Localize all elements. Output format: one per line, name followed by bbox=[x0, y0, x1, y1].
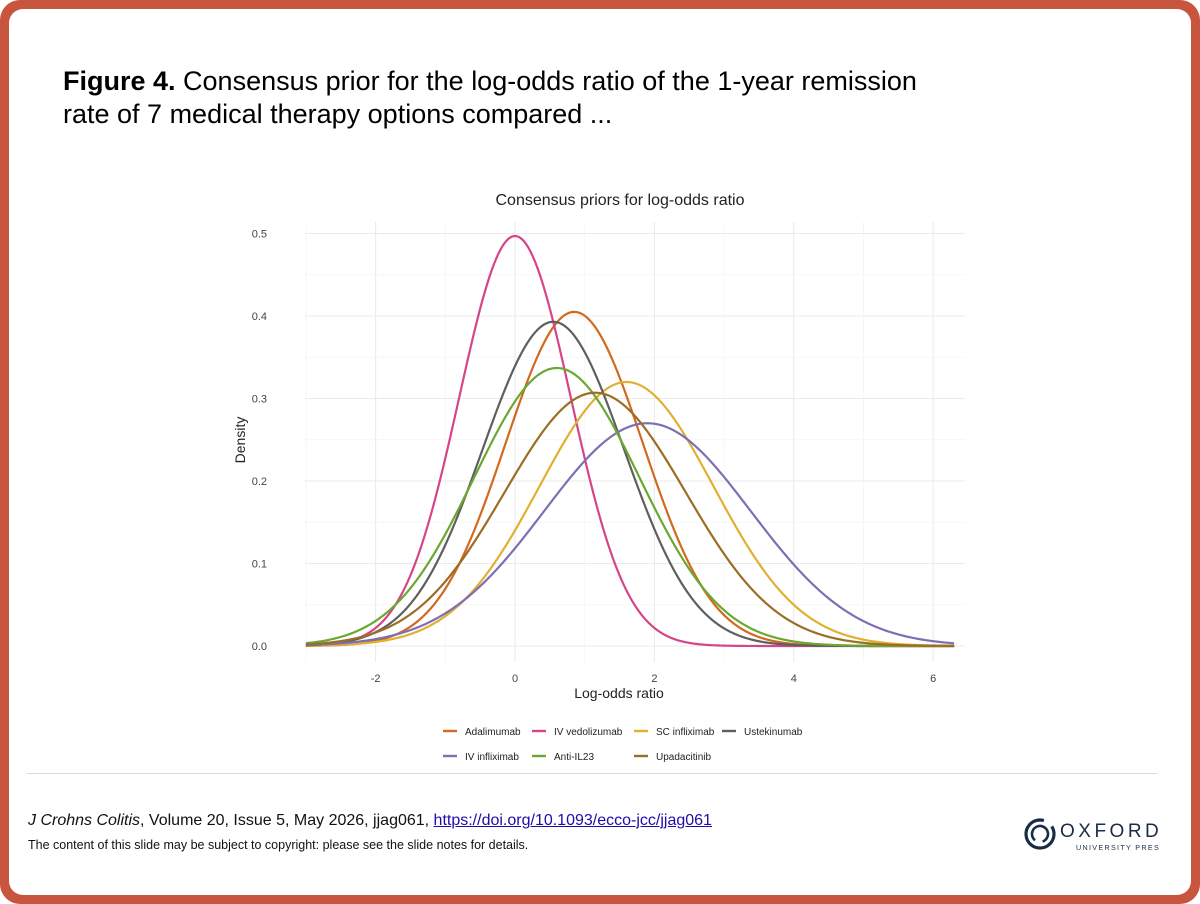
density-chart: Consensus priors for log-odds ratio 0.00… bbox=[232, 192, 965, 763]
x-tick-label: 4 bbox=[791, 673, 797, 685]
chart-legend: Adalimumab IV vedolizumab SC infliximab Ust… bbox=[443, 727, 803, 763]
figure-caption: Figure 4. Consensus prior for the log-od… bbox=[63, 65, 963, 131]
density-curve-iv-infliximab bbox=[305, 422, 955, 647]
density-curve-anti-il23 bbox=[305, 366, 955, 648]
x-tick-label: 0 bbox=[512, 673, 518, 685]
oup-logo-word: OXFORD bbox=[1060, 821, 1160, 842]
legend-label: SC infliximab bbox=[656, 727, 715, 738]
copyright-notice: The content of this slide may be subject… bbox=[28, 838, 529, 852]
y-tick-label: 0.2 bbox=[252, 476, 267, 488]
slide-card bbox=[9, 9, 1191, 895]
density-curve-iv-vedolizumab bbox=[305, 234, 955, 648]
citation: J Crohns Colitis, Volume 20, Issue 5, Ma… bbox=[28, 812, 712, 830]
y-axis-label: Density bbox=[232, 417, 248, 464]
citation-details: , Volume 20, Issue 5, May 2026, jjag061, bbox=[140, 812, 434, 829]
x-axis-label: Log-odds ratio bbox=[574, 685, 664, 701]
legend-label: Upadacitinib bbox=[656, 752, 711, 763]
x-axis-ticks: -2 0 2 4 6 bbox=[371, 673, 937, 685]
oup-emblem-icon bbox=[1024, 818, 1056, 850]
legend-label: Ustekinumab bbox=[744, 727, 803, 738]
oup-logo-subtitle: UNIVERSITY PRESS bbox=[1076, 843, 1160, 852]
figure-label: Figure 4. bbox=[63, 66, 176, 96]
density-curves bbox=[305, 234, 955, 648]
y-axis-ticks: 0.0 0.1 0.2 0.3 0.4 0.5 bbox=[252, 229, 267, 654]
oxford-university-press-logo[interactable]: OXFORD UNIVERSITY PRESS bbox=[1020, 812, 1160, 856]
density-curve-upadacitinib bbox=[305, 391, 955, 647]
chart-grid bbox=[305, 222, 965, 662]
footer-divider bbox=[27, 773, 1157, 774]
citation-journal: J Crohns Colitis bbox=[28, 812, 141, 829]
y-tick-label: 0.5 bbox=[252, 229, 267, 241]
figure-caption-text: Consensus prior for the log-odds ratio o… bbox=[63, 66, 917, 129]
legend-label: IV infliximab bbox=[465, 752, 519, 763]
doi-link[interactable]: https://doi.org/10.1093/ecco-jcc/jjag061 bbox=[433, 812, 712, 829]
y-tick-label: 0.3 bbox=[252, 394, 267, 406]
x-tick-label: 2 bbox=[651, 673, 657, 685]
x-tick-label: -2 bbox=[371, 673, 381, 685]
x-tick-label: 6 bbox=[930, 673, 936, 685]
legend-label: IV vedolizumab bbox=[554, 727, 623, 738]
y-tick-label: 0.1 bbox=[252, 559, 267, 571]
y-tick-label: 0.0 bbox=[252, 641, 267, 653]
legend-label: Anti-IL23 bbox=[554, 752, 594, 763]
density-curve-sc-infliximab bbox=[305, 380, 955, 647]
y-tick-label: 0.4 bbox=[252, 311, 267, 323]
chart-title: Consensus priors for log-odds ratio bbox=[495, 192, 744, 209]
legend-label: Adalimumab bbox=[465, 727, 521, 738]
